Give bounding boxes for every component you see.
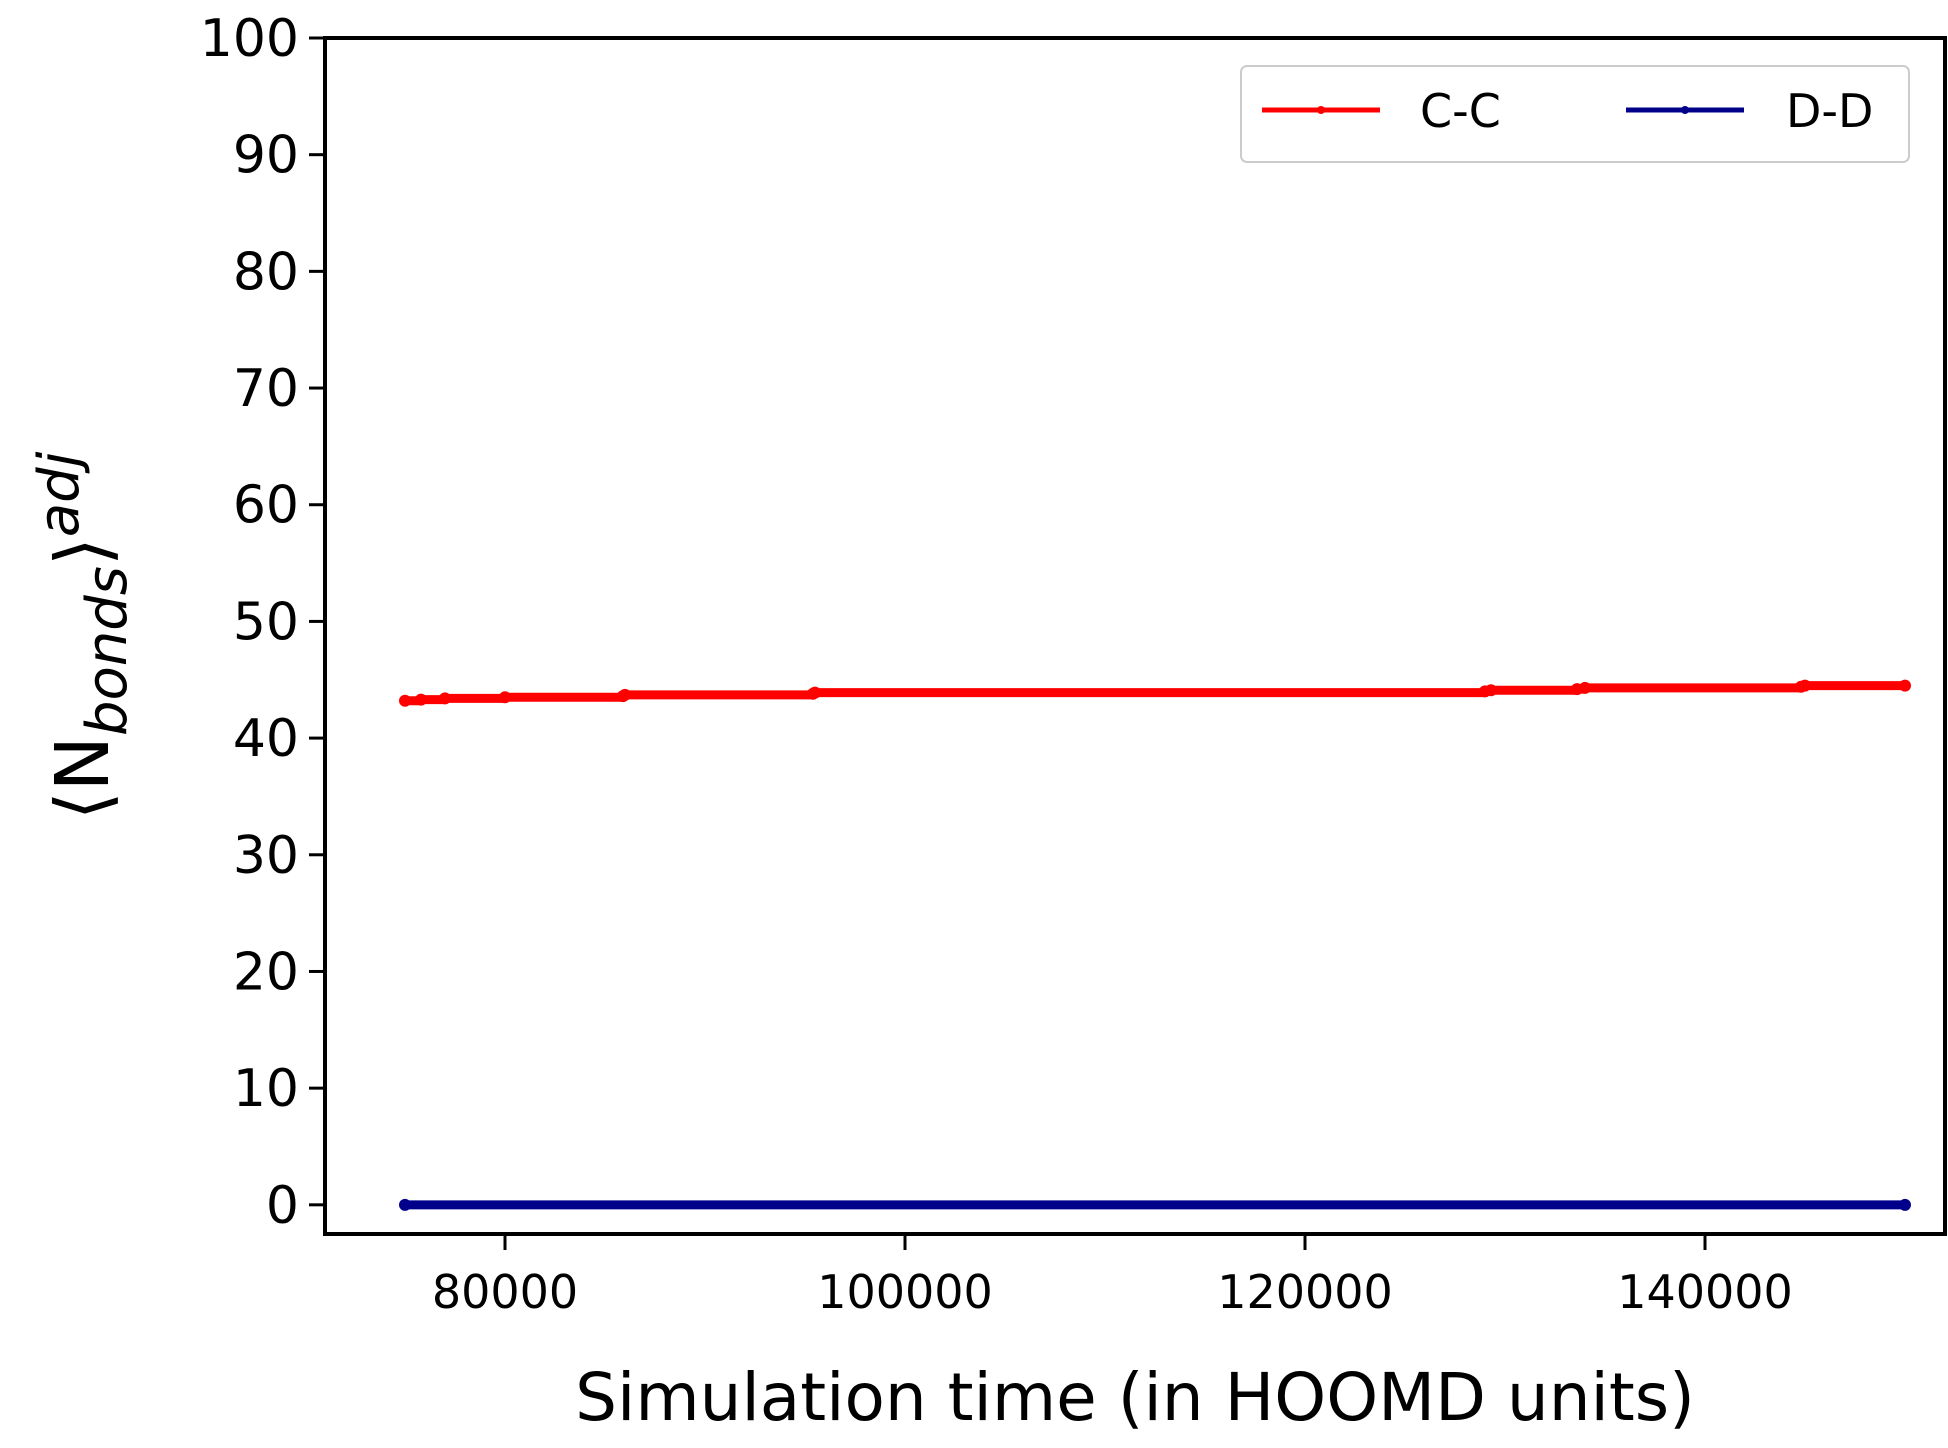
y-axis-title-close: ⟩ (40, 537, 126, 566)
y-tick-label: 60 (233, 476, 299, 536)
data-point-c-c (1485, 684, 1497, 697)
data-point-c-c (809, 686, 821, 699)
y-axis-title: ⟨Nbonds⟩adj (27, 451, 140, 820)
y-axis: 0 10 20 30 40 50 60 70 80 90 100 (200, 9, 325, 1236)
x-tick-label: 80000 (432, 1265, 578, 1319)
y-tick-label: 70 (233, 359, 299, 419)
data-point-c-c (499, 691, 511, 704)
y-axis-title-main: ⟨N (40, 736, 126, 820)
y-tick-label: 20 (233, 942, 299, 1002)
x-tick-label: 120000 (1217, 1265, 1393, 1319)
y-tick-label: 80 (233, 242, 299, 302)
y-tick-label: 30 (233, 826, 299, 886)
legend-marker-d-d (1681, 106, 1689, 114)
data-point-d-d (399, 1198, 411, 1211)
plot-area (399, 679, 1911, 1211)
data-point-c-c (415, 693, 427, 706)
y-tick-label: 100 (200, 9, 299, 69)
data-point-c-c (399, 694, 411, 707)
data-point-c-c (619, 688, 631, 701)
data-point-c-c (1579, 681, 1591, 694)
data-point-c-c (439, 692, 451, 705)
x-axis: 80000 100000 120000 140000 (432, 1234, 1793, 1319)
legend-label-d-d: D-D (1786, 84, 1873, 138)
y-tick-label: 40 (233, 709, 299, 769)
y-axis-title-subscript: bonds (75, 566, 140, 736)
data-point-c-c (1799, 679, 1811, 692)
y-tick-label: 50 (233, 592, 299, 652)
x-tick-label: 140000 (1617, 1265, 1793, 1319)
y-tick-label: 0 (266, 1176, 299, 1236)
legend-box (1240, 65, 1910, 163)
y-tick-label: 90 (233, 126, 299, 186)
y-axis-title-superscript: adj (27, 451, 92, 537)
legend: C-C D-D (1240, 65, 1910, 163)
x-axis-title: Simulation time (in HOOMD units) (575, 1359, 1695, 1436)
x-tick-label: 100000 (817, 1265, 993, 1319)
axes-frame (323, 36, 1947, 1236)
y-tick-label: 10 (233, 1059, 299, 1119)
legend-marker-c-c (1317, 106, 1325, 114)
legend-label-c-c: C-C (1420, 84, 1501, 138)
data-point-c-c (1899, 679, 1911, 692)
data-point-d-d (1899, 1198, 1911, 1211)
